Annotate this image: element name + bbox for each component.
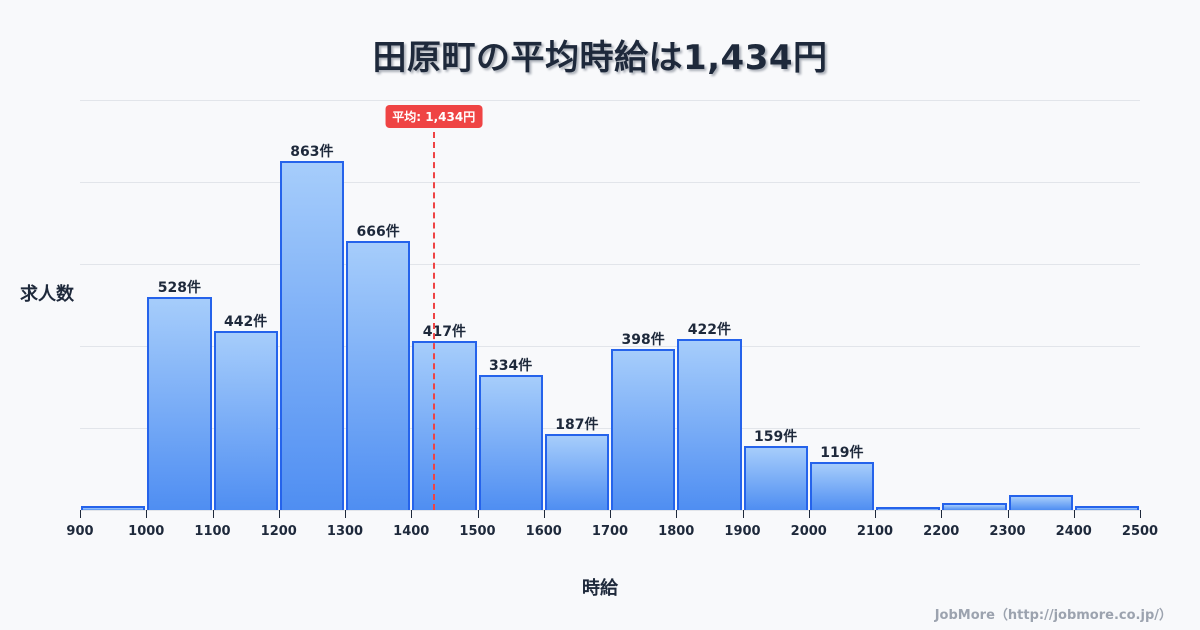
bar-value-label: 398件 [621, 332, 665, 349]
x-tick [146, 510, 148, 518]
x-tick-label: 2200 [923, 524, 960, 539]
histogram-bar [213, 331, 278, 510]
credit-text: JobMore（http://jobmore.co.jp/） [934, 608, 1172, 623]
histogram-bar [1074, 505, 1139, 510]
histogram-bar [346, 240, 411, 510]
histogram-bar [611, 349, 676, 510]
bar-value-label: 442件 [224, 314, 268, 331]
x-tick [212, 510, 214, 518]
x-tick-label: 1300 [326, 524, 364, 539]
x-tick [477, 510, 479, 518]
x-tick [875, 510, 876, 518]
y-axis-label: 求人数 [20, 284, 74, 305]
x-tick [742, 510, 744, 518]
chart-title: 田原町の平均時給は1,434円 [372, 38, 828, 78]
bar-value-label: 159件 [754, 428, 798, 445]
x-axis-label: 時給 [582, 578, 618, 599]
x-tick-label: 1200 [260, 524, 297, 539]
x-tick [808, 510, 810, 518]
histogram-bar [809, 461, 874, 510]
x-tick-label: 2300 [989, 524, 1026, 539]
bar-value-label: 187件 [555, 417, 599, 434]
histogram-bar [677, 339, 742, 510]
x-tick [610, 510, 611, 518]
bar-value-label: 666件 [356, 223, 400, 240]
gridline [80, 100, 1140, 101]
x-tick-label: 1100 [194, 524, 231, 539]
x-tick-label: 2500 [1121, 524, 1159, 539]
x-tick [543, 510, 545, 518]
x-tick [80, 510, 81, 518]
histogram-bar [942, 503, 1007, 510]
x-tick-label: 1800 [658, 524, 695, 539]
histogram-bar [1008, 495, 1073, 510]
bar-value-label: 334件 [489, 357, 533, 374]
histogram-bar [412, 341, 477, 510]
plot-area: 528件 442件 863件 666件 417件 334件 187件 398件 422件 159件… [66, 100, 1158, 539]
x-tick [411, 510, 413, 518]
mean-line [432, 132, 435, 510]
x-tick-label: 2000 [790, 524, 827, 539]
gridline [80, 428, 1140, 429]
x-tick-label: 1500 [459, 524, 496, 539]
x-tick-label: 1600 [525, 524, 562, 539]
x-tick [1073, 510, 1075, 518]
x-tick [941, 510, 943, 518]
x-tick-label: 2400 [1055, 524, 1092, 539]
histogram-bar [743, 445, 808, 510]
x-tick-label: 2100 [856, 524, 894, 539]
histogram-bar [147, 296, 212, 510]
x-tick-label: 900 [66, 524, 94, 539]
gridline [80, 346, 1140, 347]
x-tick-label: 1400 [393, 524, 430, 539]
histogram-bar [544, 434, 609, 510]
x-tick [1007, 510, 1009, 518]
x-tick [676, 510, 678, 518]
x-tick [345, 510, 346, 518]
bar-value-label: 422件 [687, 322, 731, 339]
gridline [80, 264, 1140, 265]
x-tick [1140, 510, 1141, 518]
bar-value-label: 417件 [422, 324, 466, 341]
histogram-bar [478, 374, 543, 510]
histogram-bar [279, 161, 344, 510]
mean-badge: 平均: 1,434円 [385, 105, 483, 128]
x-tick [278, 510, 280, 518]
x-tick-label: 1900 [724, 524, 761, 539]
bar-value-label: 119件 [820, 444, 864, 461]
gridline [80, 182, 1140, 183]
histogram-bar [876, 507, 941, 510]
x-tick-label: 1000 [128, 524, 165, 539]
histogram-bar [81, 505, 146, 510]
bar-value-label: 863件 [290, 144, 334, 161]
bar-value-label: 528件 [157, 279, 201, 296]
x-tick-label: 1700 [591, 524, 629, 539]
